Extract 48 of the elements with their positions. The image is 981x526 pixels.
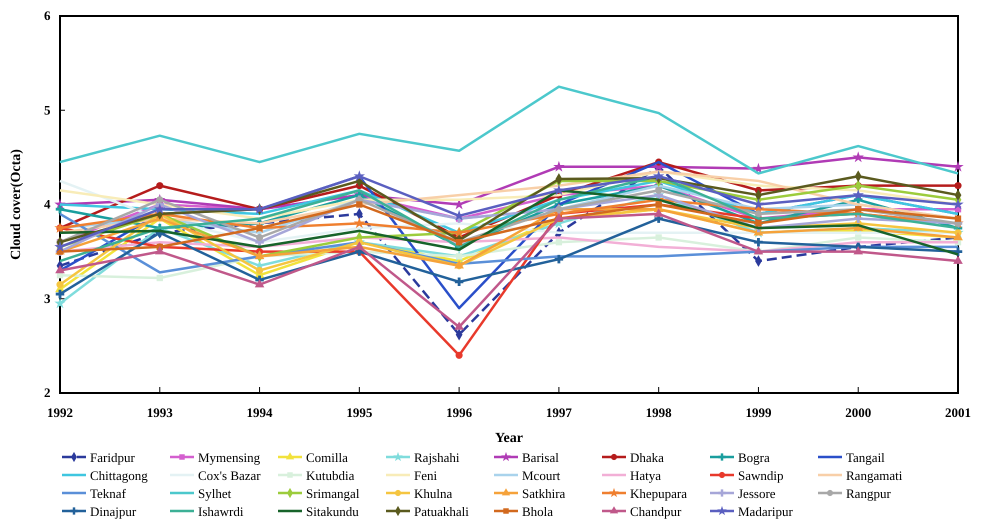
x-axis-title: Year: [495, 431, 523, 446]
x-tick-label: 1994: [246, 404, 274, 420]
legend-label: Chandpur: [630, 504, 682, 519]
y-tick-label: 5: [44, 102, 51, 118]
legend-label: Rajshahi: [414, 450, 460, 465]
y-axis-title: Cloud cover(Octa): [9, 148, 24, 260]
x-tick-label: 1993: [146, 404, 174, 420]
legend-label: Sawndip: [738, 468, 784, 483]
y-tick-label: 2: [44, 385, 50, 400]
x-tick-label: 1992: [47, 404, 73, 420]
x-tick-label: 1998: [646, 404, 672, 420]
legend-label: Teknaf: [90, 486, 127, 501]
x-tick-label: 1997: [546, 404, 572, 420]
legend-label: Khulna: [414, 486, 452, 501]
legend-label: Cox's Bazar: [198, 468, 262, 483]
x-tick-label: 2000: [845, 404, 872, 420]
legend-label: Bogra: [738, 450, 770, 465]
legend-label: Mymensing: [198, 450, 261, 465]
legend-label: Madaripur: [738, 504, 794, 519]
legend-label: Rangpur: [846, 486, 892, 501]
legend-label: Chittagong: [90, 468, 148, 483]
legend-label: Tangail: [846, 450, 886, 465]
x-tick-label: 1996: [446, 404, 473, 420]
legend-label: Srimangal: [306, 486, 360, 501]
legend-label: Satkhira: [522, 486, 566, 501]
legend-label: Mcourt: [522, 468, 561, 483]
x-tick-label: 1995: [346, 404, 373, 420]
legend-label: Dhaka: [630, 450, 664, 465]
legend-label: Comilla: [306, 450, 348, 465]
x-tick-label: 2001: [945, 404, 971, 420]
legend-label: Khepupara: [630, 486, 688, 501]
y-tick-label: 4: [44, 196, 51, 212]
legend-label: Barisal: [522, 450, 560, 465]
legend-label: Sitakundu: [306, 504, 360, 519]
y-tick-label: 3: [44, 290, 51, 306]
x-tick-label: 1999: [745, 404, 772, 420]
legend-label: Patuakhali: [414, 504, 470, 519]
y-tick-label: 6: [44, 8, 51, 24]
legend-label: Feni: [414, 468, 438, 483]
legend-label: Dinajpur: [90, 504, 137, 519]
legend-label: Rangamati: [846, 468, 903, 483]
legend-label: Bhola: [522, 504, 554, 519]
legend-label: Hatya: [630, 468, 662, 483]
legend-label: Kutubdia: [306, 468, 355, 483]
legend-label: Jessore: [738, 486, 776, 501]
legend-label: Ishawrdi: [198, 504, 244, 519]
legend-label: Faridpur: [90, 450, 136, 465]
legend-label: Sylhet: [198, 486, 232, 501]
